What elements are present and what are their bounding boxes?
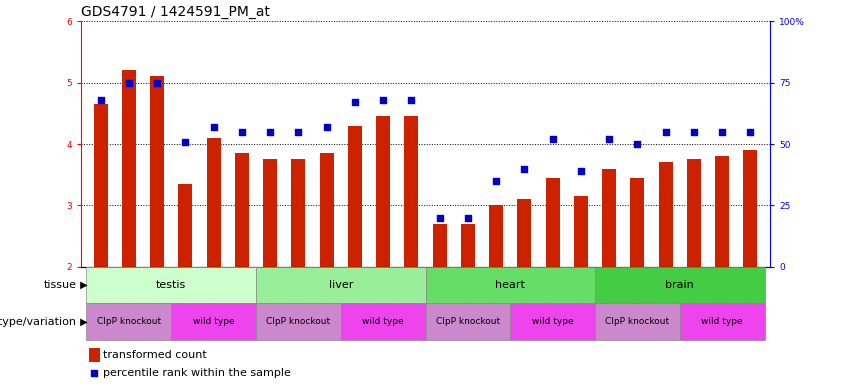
Point [517, 166, 531, 172]
Point [263, 129, 277, 135]
Point [489, 178, 503, 184]
Text: tissue: tissue [43, 280, 77, 290]
Point [631, 141, 644, 147]
Text: ClpP knockout: ClpP knockout [436, 317, 500, 326]
Text: wild type: wild type [701, 317, 743, 326]
Point [88, 370, 101, 376]
Bar [348, 126, 362, 267]
Bar [320, 153, 334, 267]
Bar [235, 153, 249, 267]
Bar [404, 116, 419, 267]
Bar [256, 267, 426, 303]
Bar [122, 70, 136, 267]
Bar [207, 138, 220, 267]
Bar [94, 104, 108, 267]
Point [687, 129, 700, 135]
Point [404, 97, 418, 103]
Text: heart: heart [495, 280, 525, 290]
Point [603, 136, 616, 142]
Bar [179, 184, 192, 267]
Text: ClpP knockout: ClpP knockout [97, 317, 161, 326]
Text: genotype/variation: genotype/variation [0, 316, 77, 327]
Point [716, 129, 729, 135]
Bar [150, 76, 164, 267]
Point [179, 139, 192, 145]
Point [744, 129, 757, 135]
Point [461, 215, 475, 221]
Text: testis: testis [156, 280, 186, 290]
Bar [595, 267, 764, 303]
Point [122, 79, 135, 86]
Text: ClpP knockout: ClpP knockout [266, 317, 330, 326]
Bar [256, 303, 340, 340]
Point [376, 97, 390, 103]
Point [94, 97, 107, 103]
Text: ▶: ▶ [77, 316, 88, 327]
Bar [595, 303, 680, 340]
Bar [517, 199, 531, 267]
Bar [87, 303, 171, 340]
Text: ▶: ▶ [77, 280, 88, 290]
Text: wild type: wild type [193, 317, 234, 326]
Text: GDS4791 / 1424591_PM_at: GDS4791 / 1424591_PM_at [81, 5, 270, 19]
Point [292, 129, 306, 135]
Bar [432, 224, 447, 267]
Bar [489, 205, 503, 267]
Bar [87, 267, 256, 303]
Bar [376, 116, 391, 267]
Bar [340, 303, 426, 340]
Bar [511, 303, 595, 340]
Point [151, 79, 164, 86]
Point [574, 168, 588, 174]
Bar [545, 178, 560, 267]
Bar [263, 159, 277, 267]
Bar [291, 159, 306, 267]
Bar [574, 196, 588, 267]
Text: percentile rank within the sample: percentile rank within the sample [103, 368, 291, 378]
Text: wild type: wild type [532, 317, 574, 326]
Text: liver: liver [328, 280, 353, 290]
Bar [680, 303, 764, 340]
Point [348, 99, 362, 105]
Bar [426, 303, 511, 340]
Bar [631, 178, 644, 267]
Text: wild type: wild type [363, 317, 404, 326]
Bar [602, 169, 616, 267]
Bar [687, 159, 701, 267]
Bar [743, 150, 757, 267]
Point [235, 129, 248, 135]
Bar [460, 224, 475, 267]
Bar [715, 156, 729, 267]
Bar [659, 162, 672, 267]
Point [320, 124, 334, 130]
Bar [426, 267, 595, 303]
Text: brain: brain [665, 280, 694, 290]
Bar [171, 303, 256, 340]
Text: ClpP knockout: ClpP knockout [605, 317, 670, 326]
Point [207, 124, 220, 130]
Point [433, 215, 447, 221]
Text: transformed count: transformed count [103, 350, 207, 360]
Point [545, 136, 559, 142]
Point [659, 129, 672, 135]
